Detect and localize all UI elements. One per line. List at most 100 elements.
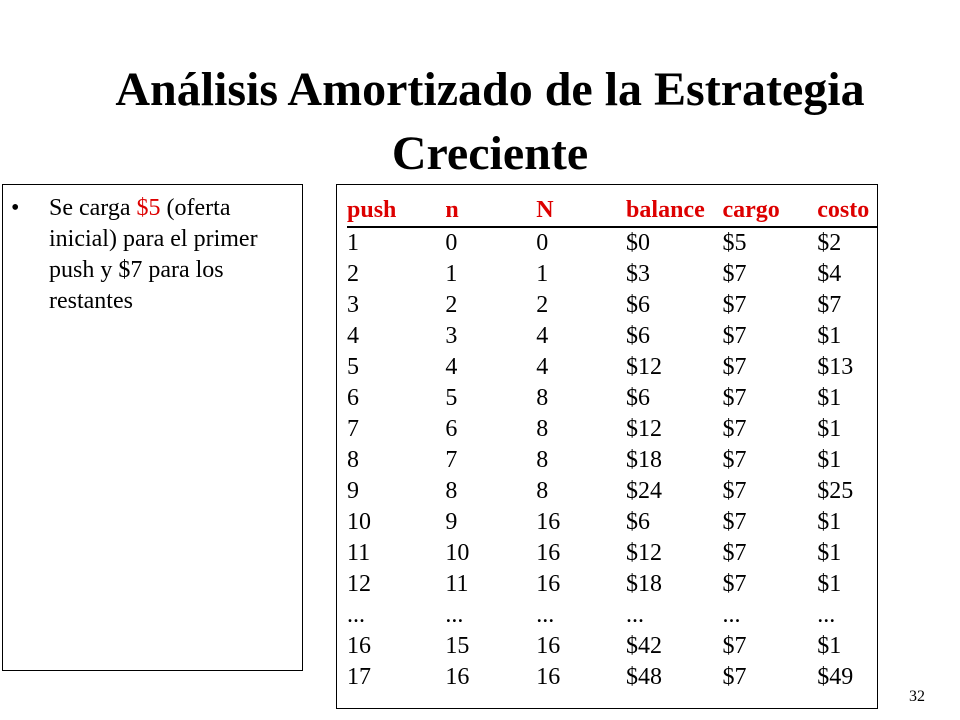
table-cell: $6 <box>626 385 651 411</box>
table-row: .................. <box>347 600 877 631</box>
column-header: N <box>536 195 627 228</box>
table-cell: 8 <box>536 385 549 411</box>
column-header: push <box>347 195 446 228</box>
table-cell: 4 <box>445 354 458 380</box>
table-cell: 3 <box>347 292 359 318</box>
table-cell: 6 <box>445 416 458 442</box>
table-row: 17 16 16 $48 $7 $49 <box>347 662 877 693</box>
table-cell: 9 <box>445 509 458 535</box>
table-cell: $6 <box>626 323 651 349</box>
table-cell: $7 <box>722 292 747 318</box>
table-cell: $18 <box>626 447 663 473</box>
table-cell: 11 <box>445 571 469 597</box>
bullet-text-start: Se carga <box>49 195 137 221</box>
table-cell: 6 <box>347 385 359 411</box>
table-cell: $24 <box>626 478 663 504</box>
page-number: 32 <box>909 688 925 705</box>
table-cell: 4 <box>536 323 549 349</box>
table-row: 10 9 16 $6 $7 $1 <box>347 507 877 538</box>
slide-title: Análisis Amortizado de la Estrategia Cre… <box>115 63 865 180</box>
column-header: n <box>445 195 537 228</box>
table-cell: 7 <box>445 447 458 473</box>
table-cell: 7 <box>347 416 359 442</box>
column-header: costo <box>817 195 877 228</box>
table-cell: $7 <box>722 478 747 504</box>
table-cell: 16 <box>347 633 371 659</box>
column-header: cargo <box>722 195 818 228</box>
table-cell: $7 <box>722 261 747 287</box>
table-cell: 9 <box>347 478 359 504</box>
bullet-highlight: $5 <box>136 195 161 221</box>
table-body: 1 0 0 $0 $5 $2 2 1 1 $3 $7 $4 3 2 2 $6 $7 $7 4 3 4 $6 $7 $1 5 4 4 $… <box>347 227 877 693</box>
table-cell: 16 <box>536 633 561 659</box>
table-cell: 16 <box>445 664 470 690</box>
table-cell: $18 <box>626 571 663 597</box>
table-cell: $7 <box>722 385 747 411</box>
table-cell: $49 <box>817 664 854 690</box>
table-cell: $7 <box>722 354 747 380</box>
table-cell: 8 <box>536 447 549 473</box>
table-cell: $6 <box>626 509 651 535</box>
table-cell: 2 <box>536 292 549 318</box>
bullet-text-end: (oferta inicial) para el primer push y $… <box>49 195 258 314</box>
table-cell: 0 <box>445 230 458 256</box>
table-row: 8 7 8 $18 $7 $1 <box>347 445 877 476</box>
table-cell: $7 <box>722 416 747 442</box>
table-cell: $2 <box>817 230 842 256</box>
table-cell: 16 <box>536 509 561 535</box>
table-cell: $3 <box>626 261 651 287</box>
table-cell: $5 <box>722 230 747 256</box>
table-row: 5 4 4 $12 $7 $13 <box>347 352 877 383</box>
bullet-panel: • Se carga $5 (oferta inicial) para el p… <box>2 184 303 671</box>
table-cell: 10 <box>347 509 371 535</box>
table-cell: 17 <box>347 664 371 690</box>
table-cell: 11 <box>347 540 371 566</box>
table-cell: $7 <box>722 447 747 473</box>
table-cell: $0 <box>626 230 651 256</box>
table-cell: $4 <box>817 261 842 287</box>
table-cell: $7 <box>817 292 842 318</box>
table-cell: $1 <box>817 571 842 597</box>
table-cell: $7 <box>722 633 747 659</box>
table-cell: 16 <box>536 664 561 690</box>
table-cell: $1 <box>817 633 842 659</box>
table-row: 11 10 16 $12 $7 $1 <box>347 538 877 569</box>
table-row: 2 1 1 $3 $7 $4 <box>347 259 877 290</box>
table-cell: $25 <box>817 478 854 504</box>
table-cell: $12 <box>626 354 663 380</box>
table-cell: ... <box>626 602 645 628</box>
table-cell: $1 <box>817 447 842 473</box>
table-cell: 8 <box>347 447 359 473</box>
table-row: 1 0 0 $0 $5 $2 <box>347 227 877 259</box>
table-cell: ... <box>536 602 555 628</box>
table-cell: $7 <box>722 509 747 535</box>
table-row: 9 8 8 $24 $7 $25 <box>347 476 877 507</box>
table-cell: 1 <box>536 261 549 287</box>
table-cell: ... <box>817 602 836 628</box>
table-row: 7 6 8 $12 $7 $1 <box>347 414 877 445</box>
table-cell: 4 <box>536 354 549 380</box>
table-cell: $1 <box>817 385 842 411</box>
table-cell: $42 <box>626 633 663 659</box>
table-cell: 16 <box>536 571 561 597</box>
table-cell: $12 <box>626 416 663 442</box>
bullet-text: Se carga $5 (oferta inicial) para el pri… <box>49 193 297 317</box>
table-cell: ... <box>722 602 741 628</box>
table-cell: $1 <box>817 416 842 442</box>
table-cell: 4 <box>347 323 359 349</box>
table-cell: 2 <box>347 261 359 287</box>
column-header: balance <box>626 195 723 228</box>
table-row: 6 5 8 $6 $7 $1 <box>347 383 877 414</box>
table-row: 12 11 16 $18 $7 $1 <box>347 569 877 600</box>
table-cell: 2 <box>445 292 458 318</box>
table-cell: $7 <box>722 571 747 597</box>
table-cell: 8 <box>445 478 458 504</box>
table-cell: $7 <box>722 323 747 349</box>
table-cell: 0 <box>536 230 549 256</box>
table-cell: $6 <box>626 292 651 318</box>
table-cell: 1 <box>445 261 458 287</box>
table-cell: 3 <box>445 323 458 349</box>
table-cell: 8 <box>536 478 549 504</box>
